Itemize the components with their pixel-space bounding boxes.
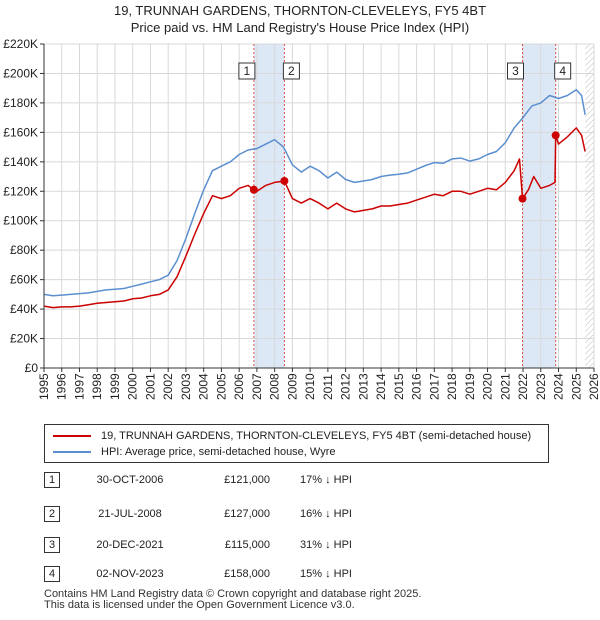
x-tick-label: 2025 [569, 373, 583, 400]
x-tick-label: 2026 [587, 373, 600, 400]
x-tick-label: 2010 [303, 373, 317, 400]
x-tick-label: 2013 [356, 373, 370, 400]
x-tick-label: 2021 [498, 373, 512, 400]
x-tick-label: 2017 [427, 373, 441, 400]
x-tick-label: 2022 [516, 373, 530, 400]
x-tick-label: 2016 [410, 373, 424, 400]
sale-number: 1 [44, 472, 60, 488]
sale-point [518, 194, 527, 203]
legend-label-hpi: HPI: Average price, semi-detached house,… [101, 446, 336, 458]
sale-label-number: 4 [559, 64, 566, 78]
sale-label-number: 3 [512, 64, 519, 78]
sale-band [253, 44, 285, 368]
footer: Contains HM Land Registry data © Crown c… [44, 589, 421, 611]
y-tick-label: £0 [25, 361, 39, 375]
x-tick-label: 2009 [285, 373, 299, 400]
property-price-line [43, 127, 586, 309]
table-row: 2 21-JUL-2008 £127,000 16% ↓ HPI [44, 506, 464, 526]
forecast-hatch [585, 44, 594, 368]
x-tick-label: 2023 [534, 373, 548, 400]
table-row: 3 20-DEC-2021 £115,000 31% ↓ HPI [44, 537, 464, 557]
sale-label-box [507, 62, 524, 80]
sale-point [249, 185, 258, 194]
sale-label-number: 2 [288, 64, 295, 78]
x-tick-label: 1995 [37, 373, 51, 400]
sale-price: £158,000 [224, 568, 270, 580]
y-tick-label: £60K [10, 273, 38, 287]
price-chart: 1 2 3 4 £0 £20K £40K £60K £80K £100K £120K £140K £1… [3, 37, 600, 400]
x-tick-label: 2014 [374, 373, 388, 400]
legend-label-property: 19, TRUNNAH GARDENS, THORNTON-CLEVELEYS,… [101, 430, 532, 442]
sale-date: 21-JUL-2008 [98, 508, 162, 520]
chart-title: 19, TRUNNAH GARDENS, THORNTON-CLEVELEYS,… [0, 2, 600, 36]
x-tick-label: 2005 [214, 373, 228, 400]
sale-number: 2 [44, 506, 60, 522]
x-tick-label: 2007 [250, 373, 264, 400]
footer-copyright: Contains HM Land Registry data © Crown c… [44, 588, 422, 600]
x-tick-label: 1996 [55, 373, 69, 400]
x-tick-label: 2015 [392, 373, 406, 400]
x-tick-label: 2006 [232, 373, 246, 400]
sale-hpi-diff: 17% ↓ HPI [300, 474, 352, 486]
sale-date: 20-DEC-2021 [96, 539, 164, 551]
table-row: 1 30-OCT-2006 £121,000 17% ↓ HPI [44, 472, 464, 492]
table-row: 4 02-NOV-2023 £158,000 15% ↓ HPI [44, 566, 464, 586]
x-tick-label: 2019 [463, 373, 477, 400]
sale-label-box [282, 62, 300, 80]
sale-label-number: 1 [244, 64, 251, 78]
x-tick-label: 2011 [321, 374, 335, 400]
sale-band [522, 44, 556, 368]
x-tick-label: 2000 [126, 373, 140, 400]
sale-hpi-diff: 15% ↓ HPI [300, 568, 352, 580]
sale-date: 02-NOV-2023 [96, 568, 164, 580]
y-tick-label: £220K [3, 37, 38, 51]
x-tick-label: 2001 [143, 373, 157, 400]
y-tick-label: £200K [3, 66, 38, 80]
y-tick-label: £20K [10, 332, 38, 346]
x-tick-label: 2024 [552, 373, 566, 400]
y-tick-label: £120K [3, 184, 38, 198]
x-tick-label: 2020 [481, 373, 495, 400]
sale-hpi-diff: 31% ↓ HPI [300, 539, 352, 551]
x-tick-label: 1999 [108, 373, 122, 400]
x-tick-label: 2008 [268, 373, 282, 400]
x-tick-label: 2012 [339, 373, 353, 400]
y-tick-label: £140K [3, 155, 38, 169]
sale-price: £115,000 [224, 539, 270, 551]
chart-title-line-1: 19, TRUNNAH GARDENS, THORNTON-CLEVELEYS,… [113, 3, 487, 18]
sale-price: £121,000 [224, 474, 270, 486]
y-tick-label: £180K [3, 96, 38, 110]
sale-number: 4 [44, 566, 60, 582]
legend-swatch-hpi [53, 451, 91, 453]
sale-label-box [554, 62, 572, 80]
legend: 19, TRUNNAH GARDENS, THORNTON-CLEVELEYS,… [44, 424, 549, 463]
sale-hpi-diff: 16% ↓ HPI [300, 508, 352, 520]
x-tick-label: 1997 [72, 373, 86, 400]
sale-point [551, 131, 560, 140]
sale-number: 3 [44, 537, 60, 553]
y-tick-label: £80K [10, 243, 38, 257]
sale-label-box [238, 62, 256, 80]
sale-price: £127,000 [224, 508, 270, 520]
x-tick-label: 2004 [197, 373, 211, 400]
sale-date: 30-OCT-2006 [96, 474, 164, 486]
x-tick-label: 2003 [179, 373, 193, 400]
sale-point [280, 176, 289, 185]
chart-title-line-2: Price paid vs. HM Land Registry's House … [130, 20, 470, 35]
x-tick-label: 2002 [161, 373, 175, 400]
x-tick-label: 1998 [90, 373, 104, 400]
y-tick-label: £100K [3, 214, 38, 228]
y-tick-label: £40K [10, 302, 38, 316]
x-tick-label: 2018 [445, 373, 459, 400]
y-tick-label: £160K [3, 125, 38, 139]
hpi-line [43, 88, 586, 297]
legend-swatch-property [53, 435, 91, 437]
footer-license: This data is licensed under the Open Gov… [44, 599, 355, 611]
